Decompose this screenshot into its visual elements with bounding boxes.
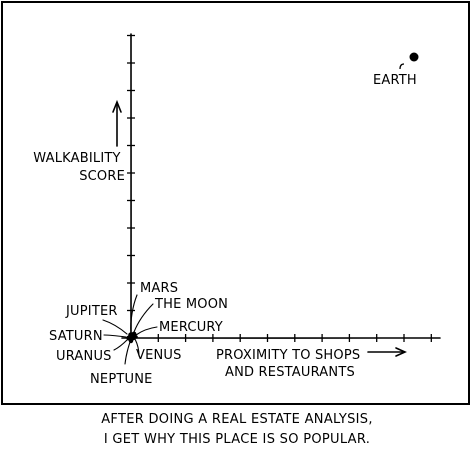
earth-leader	[399, 63, 405, 70]
jupiter-label: JUPITER	[65, 304, 118, 319]
walkability-chart: WALKABILITY SCORE PROXIMITY TO SHOPS AND…	[33, 33, 441, 387]
saturn-label: SATURN	[49, 329, 103, 344]
y-axis-arrow	[112, 99, 122, 147]
y-axis-ticks	[127, 34, 135, 312]
comic-caption: AFTER DOING A REAL ESTATE ANALYSIS, I GE…	[0, 410, 474, 450]
moon-label: THE MOON	[154, 297, 228, 312]
mars-label: MARS	[140, 281, 178, 296]
mercury-label: MERCURY	[159, 320, 223, 335]
caption-line-1: AFTER DOING A REAL ESTATE ANALYSIS,	[101, 412, 373, 427]
x-axis-ticks	[157, 334, 432, 342]
planet-cluster	[126, 331, 138, 344]
planet-leaders	[102, 294, 158, 365]
x-axis-arrow	[367, 347, 407, 357]
earth-point	[409, 52, 419, 62]
x-axis-label: PROXIMITY TO SHOPS AND RESTAURANTS	[216, 348, 365, 380]
axes	[121, 33, 441, 339]
neptune-label: NEPTUNE	[90, 372, 153, 387]
y-axis-label: WALKABILITY SCORE	[33, 151, 125, 184]
venus-label: VENUS	[136, 348, 182, 363]
caption-line-2: I GET WHY THIS PLACE IS SO POPULAR.	[103, 432, 371, 447]
uranus-label: URANUS	[56, 349, 112, 364]
earth-label: EARTH	[373, 73, 417, 88]
